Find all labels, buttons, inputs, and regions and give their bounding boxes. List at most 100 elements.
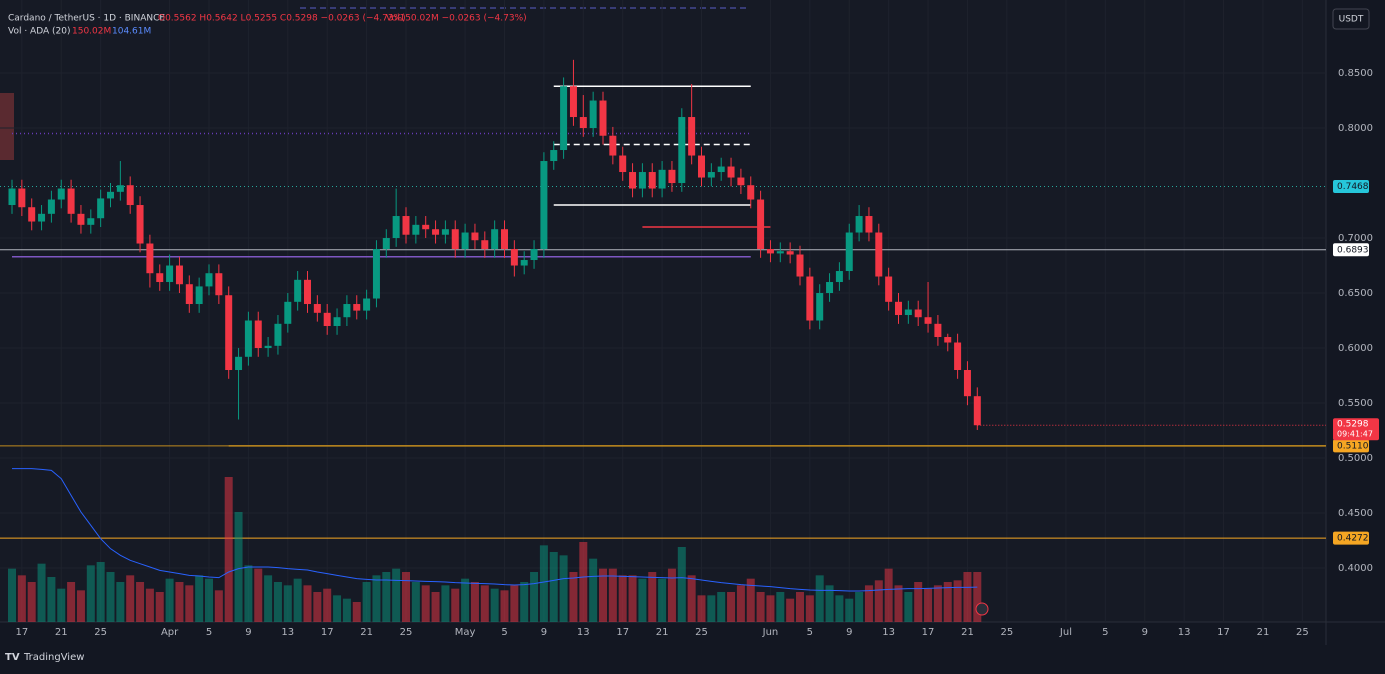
volume-bar	[539, 545, 548, 622]
zone	[0, 93, 14, 160]
y-tick-label: 0.4500	[1338, 508, 1373, 519]
brand-logo: TV	[5, 652, 20, 663]
volume-bar	[234, 512, 243, 622]
x-tick-label: 21	[656, 627, 669, 638]
volume-bar	[943, 582, 952, 622]
candle-body	[353, 304, 361, 311]
candle-body	[254, 320, 262, 349]
volume-bar	[736, 585, 745, 622]
volume-bar	[244, 565, 253, 622]
candle-body	[530, 249, 538, 261]
candle-body	[727, 166, 735, 178]
currency[interactable]: USDT	[1339, 15, 1364, 25]
candle-body	[175, 265, 183, 285]
volume-bar	[185, 585, 194, 622]
volume-bar	[549, 552, 558, 622]
volume-bar	[441, 585, 450, 622]
volume-bar	[707, 595, 716, 622]
candle-body	[8, 188, 16, 206]
volume-bar	[520, 582, 529, 622]
volume-bar	[342, 598, 351, 622]
candle-body	[638, 172, 646, 189]
candle-body	[126, 185, 134, 206]
currency-box[interactable]	[1332, 8, 1370, 30]
volume-bar	[864, 585, 873, 622]
candle-body	[471, 232, 479, 241]
candle-body	[284, 301, 292, 324]
volume-bar	[362, 582, 371, 622]
candle-body	[185, 284, 193, 305]
volume-bar	[264, 575, 273, 622]
candle-body	[786, 251, 794, 255]
brand: TradingView	[23, 652, 84, 663]
price-tag	[1333, 180, 1369, 194]
x-tick-label: 25	[1000, 627, 1013, 638]
price-tag	[1333, 439, 1369, 453]
x-tick-label: 13	[577, 627, 590, 638]
x-tick-label: 5	[206, 627, 212, 638]
volume-bar	[323, 588, 332, 622]
volume-bar	[205, 578, 213, 622]
volume-bar	[431, 592, 440, 622]
volume-bar	[480, 585, 489, 622]
candle-body	[412, 224, 420, 235]
volume-bar	[421, 585, 430, 622]
volume-bar	[451, 588, 460, 622]
alert-icon[interactable]	[975, 602, 989, 616]
candle-body	[274, 323, 282, 346]
volume-bar	[293, 578, 302, 622]
x-tick-label: 9	[245, 627, 251, 638]
x-tick-label: Jul	[1059, 627, 1072, 638]
x-tick-label: 5	[807, 627, 813, 638]
candle-body	[579, 117, 587, 129]
volume-bar	[530, 572, 539, 622]
volume-bar	[8, 568, 16, 622]
x-tick-label: 21	[961, 627, 974, 638]
candle-body	[826, 282, 834, 294]
candle-body	[737, 177, 745, 186]
x-tick-label: 21	[55, 627, 68, 638]
candle-body	[166, 265, 174, 283]
x-tick-label: 13	[882, 627, 895, 638]
volume-bar	[195, 575, 204, 622]
vol-value: 150.02M	[72, 27, 111, 37]
candle-body	[688, 117, 696, 156]
volume-bar	[589, 558, 598, 622]
y-tick-label: 0.4000	[1338, 563, 1373, 574]
volume-bar	[776, 592, 785, 622]
footer	[0, 645, 1385, 674]
candle-body	[629, 172, 637, 189]
volume-bar	[796, 592, 804, 622]
x-tick-label: 21	[360, 627, 373, 638]
volume-bar	[746, 578, 755, 622]
volume-bar	[470, 582, 479, 622]
candle-body	[973, 396, 981, 426]
volume-bar	[165, 578, 174, 622]
volume-bar	[825, 585, 834, 622]
candle-body	[136, 205, 144, 244]
candle-body	[766, 249, 774, 254]
volume-bar	[727, 592, 736, 622]
candle-body	[38, 213, 46, 222]
volume-bar	[845, 598, 854, 622]
candle-body	[776, 251, 784, 254]
volume-bar	[894, 585, 903, 622]
candle-body	[294, 279, 302, 302]
x-tick-label: 9	[541, 627, 547, 638]
candle-body	[747, 185, 755, 200]
candle-body	[205, 273, 213, 287]
volume-bar	[27, 582, 36, 622]
volume-bar	[490, 588, 499, 622]
volume-bar	[126, 575, 135, 622]
volume-bar	[973, 571, 982, 622]
volume-bar	[47, 577, 56, 622]
volume-bar	[402, 572, 410, 622]
volume-bar	[392, 568, 401, 622]
candle-body	[678, 117, 686, 184]
candle-body	[954, 342, 962, 371]
candle-body	[510, 249, 518, 266]
volume-bar	[766, 595, 775, 622]
candle-body	[914, 309, 922, 318]
volume-bar	[658, 578, 667, 622]
